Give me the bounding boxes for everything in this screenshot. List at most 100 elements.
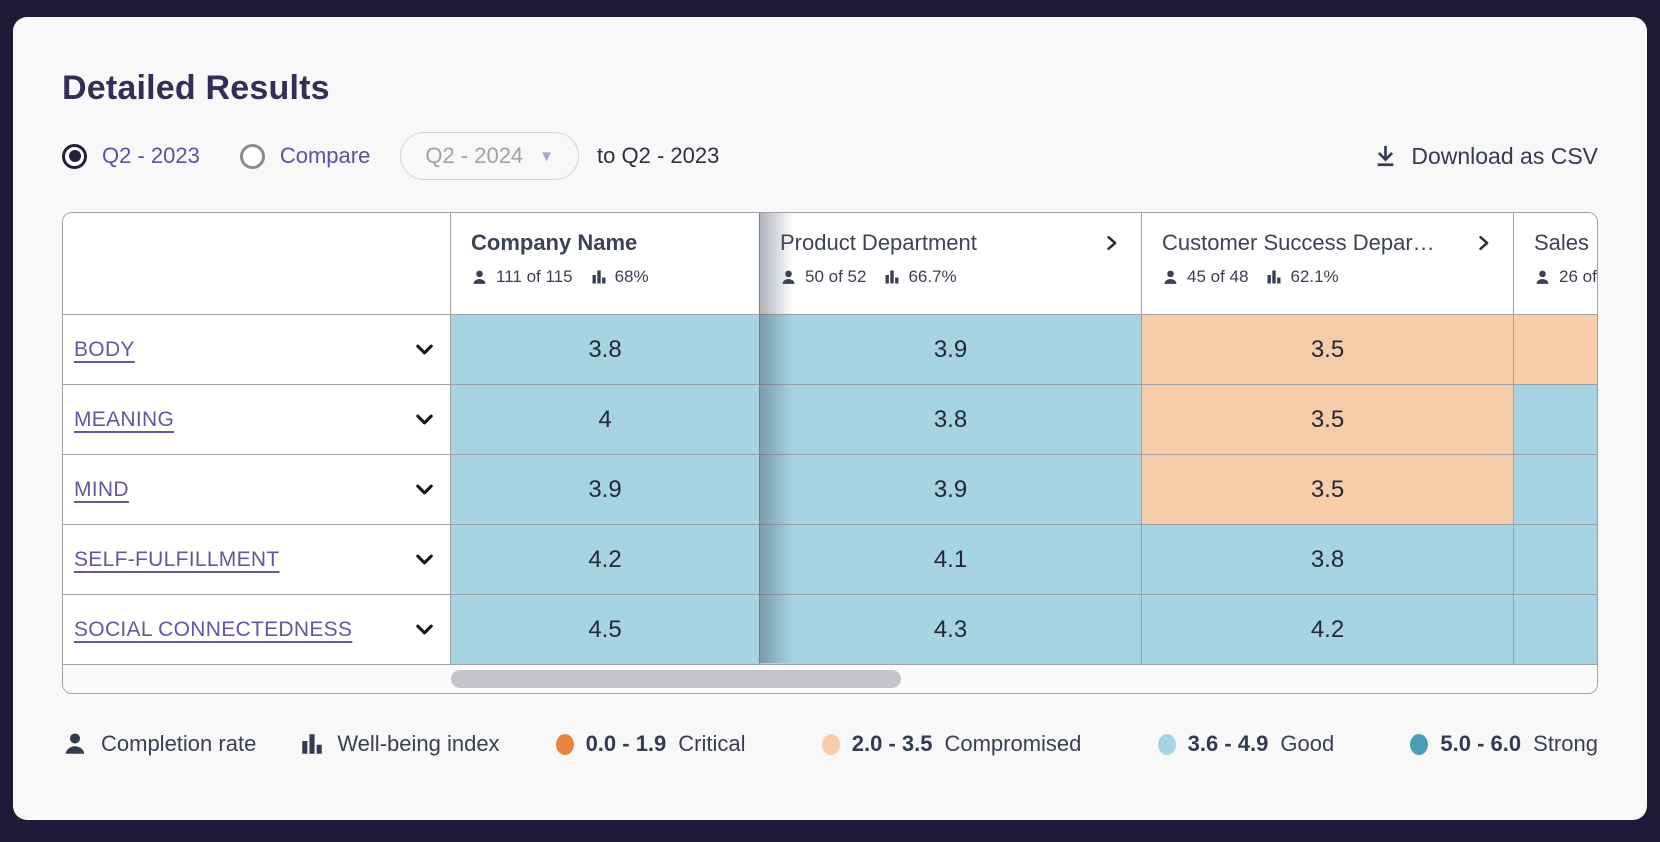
controls-row: Q2 - 2023 Compare Q2 - 2024 ▼ to Q2 - 20… <box>62 132 1598 180</box>
category-link[interactable]: MEANING <box>74 407 175 431</box>
person-icon <box>471 269 488 286</box>
radio-current-quarter[interactable]: Q2 - 2023 <box>62 143 200 169</box>
legend-row: Completion rate Well-being index 0.0 - 1… <box>62 731 1598 757</box>
row-label-cell: SOCIAL CONNECTEDNESS <box>63 595 450 664</box>
score-cell: 3.8 <box>759 385 1141 454</box>
chevron-down-icon[interactable] <box>413 478 436 501</box>
download-icon <box>1373 144 1398 169</box>
radio-unselected-icon[interactable] <box>239 143 265 169</box>
score-cell: 4.5 <box>450 595 759 664</box>
score-cell <box>1513 595 1597 664</box>
category-link[interactable]: SOCIAL CONNECTEDNESS <box>74 617 353 641</box>
completion-rate-value: 111 of 115 <box>496 267 573 286</box>
band-label: Critical <box>678 731 746 756</box>
score-cell <box>1513 385 1597 454</box>
person-icon <box>1162 269 1179 286</box>
chevron-right-icon[interactable] <box>1473 233 1493 253</box>
row-label-cell: MEANING <box>63 385 450 454</box>
radio-current-quarter-label: Q2 - 2023 <box>102 143 200 168</box>
download-csv-label: Download as CSV <box>1411 142 1598 169</box>
column-header: Company Name 111 of 115 68% <box>450 213 759 314</box>
score-cell: 3.9 <box>450 455 759 524</box>
table-row: SELF-FULFILLMENT 4.2 4.1 3.8 <box>63 524 1597 594</box>
completion-rate-value: 45 of 48 <box>1187 267 1249 286</box>
row-label-cell: SELF-FULFILLMENT <box>63 525 450 594</box>
band-color-dot <box>1157 733 1176 755</box>
category-link[interactable]: SELF-FULFILLMENT <box>74 547 280 571</box>
column-header: Product Department 50 of 52 66.7% <box>759 213 1141 314</box>
bar-chart-icon <box>884 269 900 285</box>
score-cell: 4 <box>450 385 759 454</box>
column-header: Customer Success Depar… 45 of 48 62.1% <box>1141 213 1513 314</box>
score-cell: 4.1 <box>759 525 1141 594</box>
wellbeing-index-value: 62.1% <box>1290 267 1339 286</box>
completion-rate-value: 26 of <box>1559 267 1597 286</box>
band-label: Strong <box>1533 731 1598 756</box>
person-icon <box>780 269 797 286</box>
wellbeing-index-value: 66.7% <box>908 267 957 286</box>
chevron-down-icon[interactable] <box>413 338 436 361</box>
radio-compare-label: Compare <box>279 143 371 168</box>
column-name: Product Department <box>780 230 977 255</box>
legend-completion-rate-label: Completion rate <box>101 731 257 756</box>
score-cell <box>1513 455 1597 524</box>
table-header-row: Company Name 111 of 115 68% Product Depa… <box>63 213 1597 314</box>
score-cell <box>1513 315 1597 384</box>
bar-chart-icon <box>1266 269 1282 285</box>
completion-rate-value: 50 of 52 <box>805 267 867 286</box>
score-cell: 3.9 <box>759 455 1141 524</box>
band-range: 0.0 - 1.9 <box>585 731 667 756</box>
wellbeing-index-value: 68% <box>614 267 649 286</box>
download-csv-button[interactable]: Download as CSV <box>1373 143 1598 170</box>
category-link[interactable]: BODY <box>74 337 135 361</box>
horizontal-scrollbar-track[interactable] <box>63 664 1597 693</box>
person-icon <box>1534 269 1551 286</box>
radio-selected-icon[interactable] <box>62 143 87 169</box>
person-icon <box>62 731 88 757</box>
bar-chart-icon <box>300 732 324 756</box>
chevron-down-icon[interactable] <box>413 548 436 571</box>
table-row: MIND 3.9 3.9 3.5 <box>63 454 1597 524</box>
caret-down-icon: ▼ <box>539 147 555 165</box>
results-table: Company Name 111 of 115 68% Product Depa… <box>62 212 1598 694</box>
band-color-dot <box>1410 733 1429 755</box>
score-cell: 3.8 <box>450 315 759 384</box>
band-range: 5.0 - 6.0 <box>1440 731 1522 756</box>
legend-band-item: 5.0 - 6.0 Strong <box>1410 731 1598 757</box>
score-cell: 4.3 <box>759 595 1141 664</box>
compare-quarter-select-value: Q2 - 2024 <box>425 143 524 168</box>
compare-to-label: to Q2 - 2023 <box>597 143 720 168</box>
column-name: Sales <box>1534 230 1590 255</box>
band-range: 3.6 - 4.9 <box>1187 731 1269 756</box>
legend-band-item: 2.0 - 3.5 Compromised <box>821 731 1081 757</box>
horizontal-scrollbar-thumb[interactable] <box>451 670 901 688</box>
table-row: MEANING 4 3.8 3.5 <box>63 384 1597 454</box>
page-title: Detailed Results <box>62 69 330 107</box>
legend-completion-rate: Completion rate <box>62 731 256 757</box>
legend-wellbeing-index: Well-being index <box>300 731 500 757</box>
category-link[interactable]: MIND <box>74 477 129 501</box>
column-name: Company Name <box>471 230 638 255</box>
chevron-down-icon[interactable] <box>413 618 436 641</box>
band-label: Good <box>1280 731 1335 756</box>
score-cell <box>1513 525 1597 594</box>
score-cell: 4.2 <box>450 525 759 594</box>
score-cell: 3.5 <box>1141 315 1513 384</box>
table-row: BODY 3.8 3.9 3.5 <box>63 314 1597 384</box>
legend-wellbeing-index-label: Well-being index <box>337 731 500 756</box>
score-cell: 3.8 <box>1141 525 1513 594</box>
column-header: Sales 26 of <box>1513 213 1597 314</box>
table-corner-cell <box>63 213 450 314</box>
score-cell: 3.5 <box>1141 385 1513 454</box>
compare-quarter-select[interactable]: Q2 - 2024 ▼ <box>400 132 580 180</box>
legend-band-item: 3.6 - 4.9 Good <box>1157 731 1335 757</box>
chevron-right-icon[interactable] <box>1101 233 1121 253</box>
bar-chart-icon <box>591 269 607 285</box>
row-label-cell: BODY <box>63 315 450 384</box>
table-row: SOCIAL CONNECTEDNESS 4.5 4.3 4.2 <box>63 594 1597 664</box>
chevron-down-icon[interactable] <box>413 408 436 431</box>
score-cell: 3.9 <box>759 315 1141 384</box>
band-color-dot <box>555 733 574 755</box>
radio-compare[interactable]: Compare <box>239 143 371 169</box>
band-range: 2.0 - 3.5 <box>851 731 933 756</box>
